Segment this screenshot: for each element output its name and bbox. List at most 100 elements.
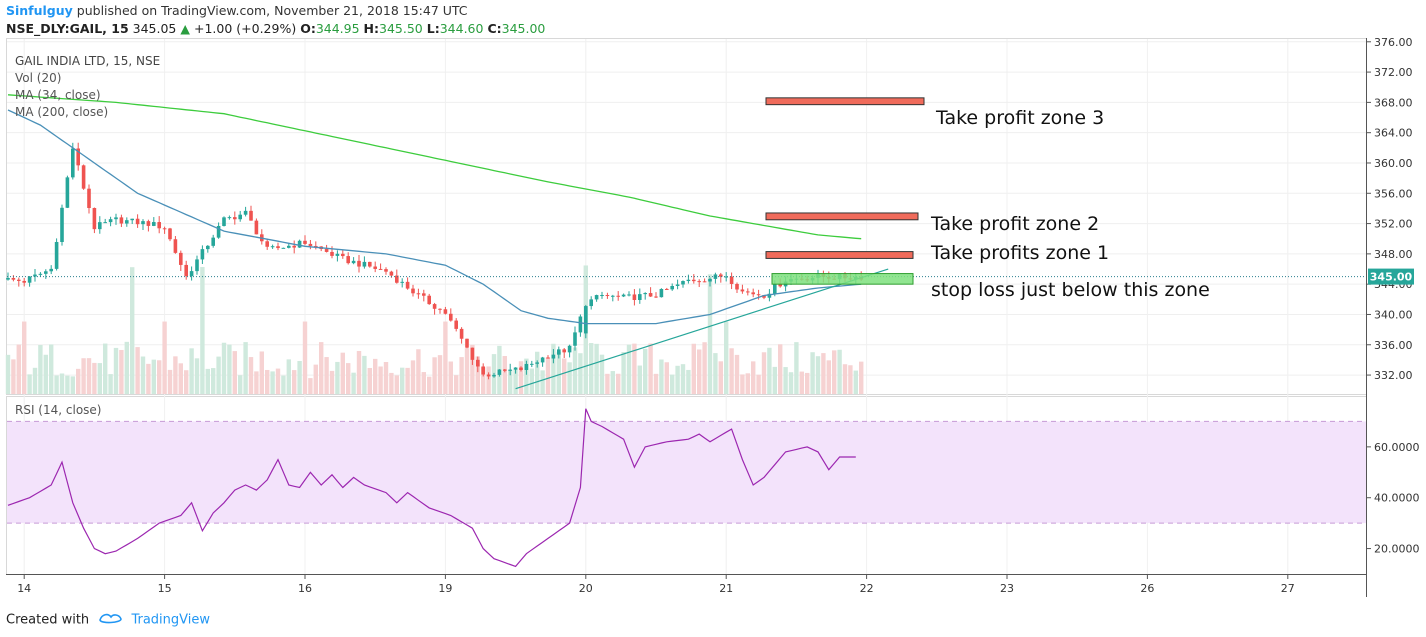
volume-bar [734, 354, 740, 394]
volume-bar [513, 369, 518, 394]
price-tick-label: 368.00 [1374, 96, 1413, 109]
ohlc-line: NSE_DLY:GAIL, 15 345.05 ▲ +1.00 (+0.29%)… [6, 21, 545, 36]
volume-bar [551, 343, 556, 394]
candle-body [427, 295, 431, 305]
volume-bar [38, 345, 43, 394]
candle-body [567, 345, 572, 353]
volume-bar [400, 367, 405, 394]
candle-body [222, 217, 226, 226]
candle-body [530, 363, 534, 365]
candle-body [762, 295, 766, 298]
low-label: L: [426, 21, 440, 36]
candle-body [665, 288, 669, 290]
volume-bar [27, 374, 32, 394]
publisher-username[interactable]: Sinfulguy [6, 3, 73, 18]
volume-bar [518, 361, 524, 394]
candle-body [125, 220, 129, 224]
ma34-line [7, 109, 862, 325]
candle-body [476, 359, 480, 367]
volume-bar [248, 357, 254, 394]
candle-body [594, 295, 599, 300]
price-tick-label: 356.00 [1374, 187, 1413, 200]
volume-bar [810, 352, 815, 394]
volume-bar [788, 372, 794, 394]
candle-body [524, 363, 529, 370]
volume-bar [135, 347, 140, 394]
volume-bar [832, 350, 837, 394]
volume-bar [751, 361, 756, 394]
volume-bar [308, 378, 313, 394]
volume-bar [610, 371, 615, 394]
candle-body [206, 245, 210, 250]
candle-body [265, 241, 269, 247]
candle-body [287, 245, 291, 248]
volume-bar [680, 364, 686, 394]
candle-body [405, 281, 410, 289]
candle-body [692, 279, 696, 282]
volume-bar [626, 344, 632, 394]
volume-bar [778, 344, 783, 394]
candle-body [65, 177, 70, 208]
volume-bar [335, 361, 340, 394]
candle-body [589, 299, 593, 307]
open-label: O: [300, 21, 316, 36]
tradingview-logo-icon[interactable] [99, 611, 123, 629]
high-value: 345.50 [379, 21, 423, 36]
time-tick-label: 19 [438, 582, 452, 595]
volume-bar [567, 362, 572, 394]
candle-body [697, 281, 701, 283]
candle-body [735, 283, 739, 290]
candle-body [740, 289, 745, 292]
volume-bar [11, 359, 16, 394]
volume-bar [659, 359, 664, 394]
candle-body [654, 296, 658, 298]
volume-bar [16, 344, 21, 394]
candle-body [119, 217, 124, 224]
volume-bar [805, 372, 810, 394]
candle-body [508, 369, 512, 371]
up-arrow-icon: ▲ [180, 21, 190, 36]
candle-body [141, 221, 145, 225]
trendline-group [7, 268, 1366, 390]
rsi-band-fill [7, 421, 1366, 524]
legend-ma200: MA (200, close) [15, 105, 108, 119]
time-tick-label: 27 [1281, 582, 1295, 595]
candle-body [324, 249, 329, 252]
candle-body [33, 274, 37, 277]
volume-bar [119, 349, 124, 394]
volume-bar [702, 342, 707, 394]
volume-bar [81, 358, 86, 394]
volume-bar [254, 371, 259, 394]
price-tick-label: 332.00 [1374, 369, 1413, 382]
footer-brand[interactable]: TradingView [131, 612, 210, 628]
volume-bar [815, 356, 821, 394]
candle-body [87, 188, 91, 209]
volume-bar [194, 358, 200, 394]
candle-body [648, 293, 653, 297]
candle-body [616, 295, 620, 297]
candle-body [71, 148, 75, 178]
candle-body [17, 279, 21, 281]
volume-bar [292, 370, 297, 394]
candle-body [573, 332, 577, 346]
volume-bar [108, 374, 113, 394]
volume-bar [799, 371, 804, 394]
volume-bar [92, 362, 97, 394]
price-change: +1.00 (+0.29%) [193, 21, 297, 36]
volume-bar [367, 367, 372, 394]
candle-body [292, 245, 296, 248]
candle-body [503, 369, 507, 371]
volume-bar [486, 366, 491, 394]
last-price-badge [1368, 268, 1414, 285]
volume-bar [621, 351, 626, 394]
open-value: 344.95 [315, 21, 360, 36]
candle-body [98, 222, 102, 230]
volume-bar [540, 370, 545, 394]
candle-body [686, 279, 691, 282]
legend-title: GAIL INDIA LTD, 15, NSE [15, 54, 160, 68]
volume-bar [238, 375, 243, 394]
candle-body [157, 222, 161, 229]
volume-bar [589, 343, 594, 394]
candle-body [368, 261, 372, 267]
